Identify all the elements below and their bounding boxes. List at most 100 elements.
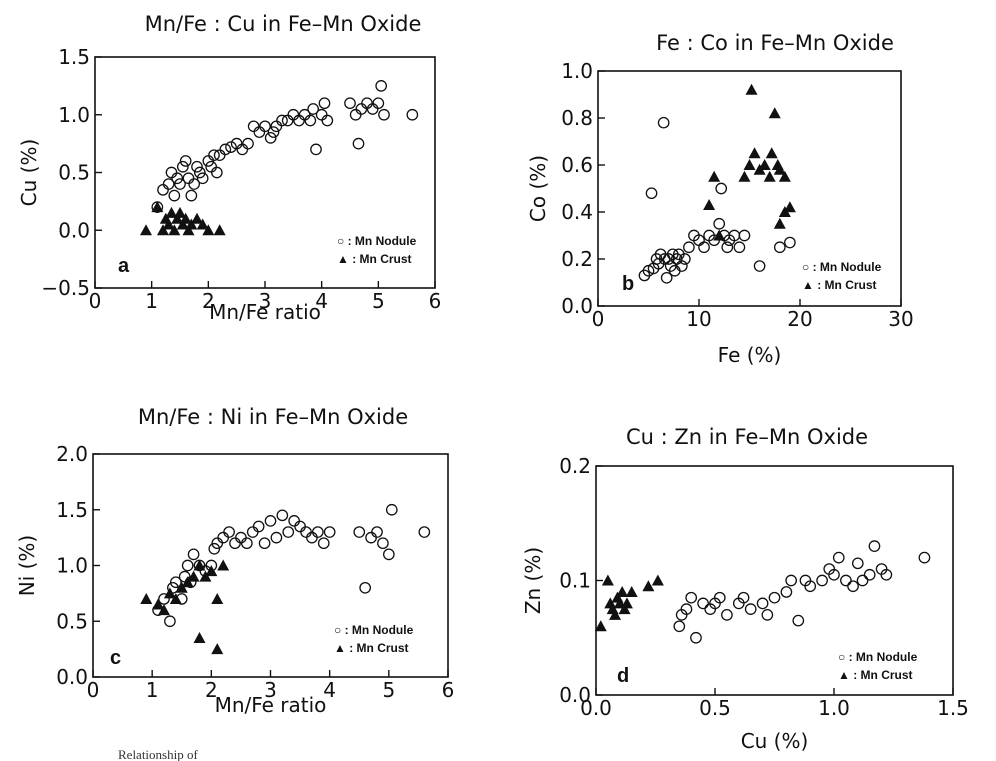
x-tick-label: 0.5 bbox=[699, 696, 731, 720]
data-point-nodule bbox=[856, 574, 869, 587]
data-point-crust bbox=[152, 598, 165, 610]
x-tick-label: 4 bbox=[323, 678, 336, 702]
data-point-crust bbox=[765, 147, 778, 159]
data-point-crust bbox=[211, 643, 224, 655]
x-tick-label: 3 bbox=[264, 678, 277, 702]
data-point-nodule bbox=[385, 503, 398, 516]
x-tick-label: 30 bbox=[888, 307, 913, 331]
x-tick-label: 5 bbox=[382, 678, 395, 702]
legend-entry: ○ : Mn Nodule bbox=[838, 650, 918, 664]
data-point-nodule bbox=[188, 178, 201, 190]
y-tick-label: 1.5 bbox=[58, 45, 90, 69]
y-tick-label: 0.8 bbox=[561, 106, 593, 130]
data-point-nodule bbox=[157, 183, 169, 196]
legend-entry: ○ : Mn Nodule bbox=[334, 623, 414, 637]
data-point-nodule bbox=[168, 189, 181, 202]
x-tick-label: 20 bbox=[787, 307, 812, 331]
data-point-nodule bbox=[851, 557, 864, 570]
data-point-nodule bbox=[804, 580, 817, 593]
data-point-nodule bbox=[365, 531, 377, 544]
data-point-crust bbox=[196, 218, 209, 230]
data-point-nodule bbox=[418, 526, 431, 538]
data-point-crust bbox=[140, 592, 153, 604]
y-tick-label: 1.0 bbox=[58, 103, 90, 127]
y-tick-label: 2.0 bbox=[56, 442, 88, 466]
data-point-nodule bbox=[660, 271, 673, 284]
x-tick-label: 1.5 bbox=[937, 696, 969, 720]
y-tick-label: −0.5 bbox=[41, 276, 90, 300]
data-point-crust bbox=[620, 597, 633, 609]
y-axis-label: Zn (%) bbox=[521, 547, 545, 614]
data-point-crust bbox=[609, 608, 622, 620]
data-point-crust bbox=[651, 574, 664, 586]
x-tick-label: 2 bbox=[205, 678, 218, 702]
data-point-nodule bbox=[355, 103, 368, 115]
data-point-crust bbox=[205, 565, 218, 577]
data-point-nodule bbox=[756, 597, 769, 610]
data-point-nodule bbox=[361, 97, 373, 110]
data-point-crust bbox=[165, 206, 178, 218]
x-axis-label: Cu (%) bbox=[741, 729, 809, 753]
y-tick-label: 0.2 bbox=[559, 454, 591, 478]
series-mn-nodule bbox=[151, 80, 419, 213]
legend: ○ : Mn Nodule ▲ : Mn Crust bbox=[838, 650, 918, 682]
data-point-nodule bbox=[307, 103, 320, 115]
data-point-crust bbox=[217, 559, 230, 571]
chart-title: Mn/Fe : Cu in Fe–Mn Oxide bbox=[145, 12, 422, 36]
data-point-nodule bbox=[780, 586, 793, 598]
data-point-nodule bbox=[182, 172, 195, 185]
y-tick-label: 0.5 bbox=[58, 161, 90, 185]
data-point-nodule bbox=[252, 520, 265, 533]
y-tick-label: 1.0 bbox=[561, 59, 593, 83]
data-point-crust bbox=[181, 576, 194, 588]
legend: ○ : Mn Nodule ▲ : Mn Crust bbox=[334, 623, 414, 655]
data-point-crust bbox=[642, 580, 655, 592]
data-point-nodule bbox=[181, 559, 194, 572]
data-point-nodule bbox=[733, 241, 746, 254]
data-point-nodule bbox=[753, 260, 766, 272]
data-point-nodule bbox=[816, 574, 828, 587]
data-point-crust bbox=[174, 206, 186, 218]
data-point-crust bbox=[187, 570, 200, 582]
data-point-nodule bbox=[210, 166, 223, 179]
data-point-nodule bbox=[683, 241, 695, 254]
data-point-crust bbox=[168, 224, 181, 236]
data-point-crust bbox=[175, 581, 188, 593]
data-point-nodule bbox=[264, 515, 277, 527]
data-point-nodule bbox=[737, 591, 750, 604]
data-point-nodule bbox=[294, 520, 306, 533]
data-point-crust bbox=[743, 159, 756, 170]
data-point-nodule bbox=[840, 574, 852, 587]
data-point-crust bbox=[185, 218, 198, 230]
data-point-nodule bbox=[353, 526, 366, 538]
data-point-nodule bbox=[317, 537, 330, 550]
y-tick-label: 0.0 bbox=[561, 294, 593, 318]
y-tick-label: 0.2 bbox=[561, 247, 593, 271]
legend: ○ : Mn Nodule ▲ : Mn Crust bbox=[802, 260, 882, 292]
series-mn-nodule bbox=[152, 503, 431, 628]
data-point-nodule bbox=[165, 166, 178, 179]
panel-label: c bbox=[110, 647, 121, 669]
data-point-nodule bbox=[318, 97, 331, 110]
data-point-nodule bbox=[236, 143, 249, 156]
data-point-nodule bbox=[169, 576, 182, 589]
series-mn-nodule bbox=[638, 116, 796, 284]
chart-panel-a: Mn/Fe : Cu in Fe–Mn Oxide 0 1 2 3 4 5 6 −0.5 0.0 0… bbox=[17, 12, 441, 324]
data-point-nodule bbox=[162, 178, 175, 190]
data-point-nodule bbox=[246, 526, 259, 538]
legend-entry: ○ : Mn Nodule bbox=[337, 234, 417, 248]
x-tick-label: 4 bbox=[315, 289, 328, 313]
chart-title: Fe : Co in Fe–Mn Oxide bbox=[656, 31, 894, 55]
data-point-nodule bbox=[217, 531, 230, 544]
data-point-nodule bbox=[690, 631, 702, 644]
x-tick-label: 3 bbox=[259, 289, 272, 313]
data-point-crust bbox=[179, 212, 192, 224]
data-point-nodule bbox=[315, 108, 328, 121]
data-point-nodule bbox=[270, 531, 283, 544]
x-tick-label: 10 bbox=[686, 307, 711, 331]
x-axis-label: Fe (%) bbox=[718, 343, 782, 367]
panel-label: a bbox=[118, 255, 130, 277]
data-point-nodule bbox=[264, 132, 277, 144]
data-point-nodule bbox=[715, 182, 728, 195]
data-point-nodule bbox=[187, 548, 200, 561]
